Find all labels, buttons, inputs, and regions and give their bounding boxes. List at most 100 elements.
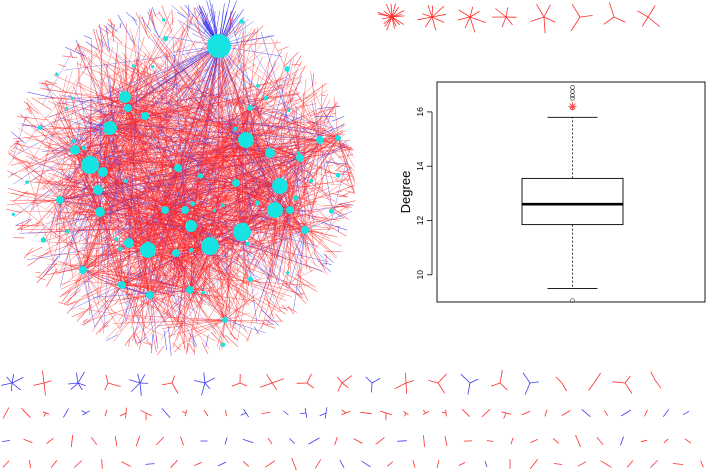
edge xyxy=(59,171,86,201)
edge xyxy=(150,63,235,242)
node xyxy=(37,125,43,131)
hub-node xyxy=(181,206,189,214)
edge xyxy=(303,182,343,186)
star-edge xyxy=(341,382,349,389)
pair-edge xyxy=(375,437,385,445)
star-edge xyxy=(383,16,393,25)
edge xyxy=(146,101,300,260)
edge xyxy=(242,97,271,154)
edge xyxy=(174,345,181,353)
edge xyxy=(81,132,104,173)
edge xyxy=(23,247,33,259)
row1-component xyxy=(522,372,539,395)
edge xyxy=(337,137,354,158)
edge xyxy=(82,269,204,292)
edge xyxy=(95,320,108,335)
edge xyxy=(115,198,166,211)
top-star-component xyxy=(570,4,593,32)
row1-component xyxy=(394,372,415,394)
edge xyxy=(149,289,191,336)
row1-component xyxy=(296,373,315,389)
pair-edge xyxy=(308,437,320,445)
row3-component xyxy=(397,440,407,442)
row4-component xyxy=(529,458,539,470)
row3-component xyxy=(620,436,624,446)
edge xyxy=(309,105,339,117)
edge xyxy=(18,159,140,188)
row2-component xyxy=(140,409,152,421)
star-edge xyxy=(77,371,85,384)
star-edge xyxy=(384,16,393,27)
edge xyxy=(54,169,214,221)
edge xyxy=(59,199,102,207)
edge xyxy=(147,11,160,38)
row2-component xyxy=(620,409,632,417)
edge xyxy=(319,139,351,142)
pair-edge xyxy=(361,460,371,468)
edge xyxy=(63,288,81,305)
edge xyxy=(79,170,179,261)
star-edge xyxy=(271,378,284,384)
row4-component xyxy=(386,461,394,467)
edge xyxy=(288,229,306,289)
edge xyxy=(321,221,348,231)
edge xyxy=(240,121,330,146)
edge xyxy=(330,204,352,209)
edge xyxy=(61,290,71,303)
edge xyxy=(156,335,158,349)
row2-component xyxy=(161,407,171,419)
edge xyxy=(59,88,298,201)
pair-edge xyxy=(194,462,202,466)
edge xyxy=(212,129,344,330)
hub-node xyxy=(247,105,253,111)
edge xyxy=(200,274,278,294)
pair-edge xyxy=(684,438,692,444)
edge xyxy=(59,139,95,201)
row4-component xyxy=(700,460,704,468)
edge xyxy=(21,221,23,232)
edge xyxy=(270,37,321,141)
edge xyxy=(17,116,49,121)
row1-component xyxy=(428,373,447,394)
star-edge xyxy=(11,377,24,384)
edge xyxy=(27,91,56,99)
edge xyxy=(224,319,250,341)
node xyxy=(220,342,226,348)
node xyxy=(124,179,128,184)
hub-node xyxy=(93,185,103,195)
pair-edge xyxy=(620,409,632,417)
edge xyxy=(289,209,309,241)
edge xyxy=(133,252,177,293)
pair-edge xyxy=(334,436,338,446)
star-edge xyxy=(131,382,141,392)
edge xyxy=(115,141,318,335)
edge xyxy=(128,154,319,244)
pair-edge xyxy=(436,459,440,469)
pair-edge xyxy=(314,459,322,469)
star-edge xyxy=(204,377,215,384)
row1-component xyxy=(1,374,24,392)
star-edge xyxy=(522,372,531,384)
edge xyxy=(156,12,161,15)
edge xyxy=(339,203,349,209)
edge xyxy=(249,80,290,109)
edge xyxy=(70,154,166,164)
edge xyxy=(336,140,347,150)
edge xyxy=(113,168,137,295)
edge xyxy=(171,9,174,26)
hub-node xyxy=(146,291,154,299)
edge xyxy=(317,124,345,136)
pair-edge xyxy=(2,460,10,468)
star-edge xyxy=(11,382,13,392)
edge xyxy=(239,54,251,109)
edge xyxy=(138,38,262,224)
edge xyxy=(97,151,186,211)
edge xyxy=(281,304,289,312)
pair-edge xyxy=(46,437,54,445)
edge xyxy=(83,284,123,327)
hub-node xyxy=(140,242,156,258)
edge xyxy=(90,124,219,245)
star-edge xyxy=(203,372,206,384)
row4-component xyxy=(217,461,227,467)
star-edge xyxy=(555,376,563,384)
